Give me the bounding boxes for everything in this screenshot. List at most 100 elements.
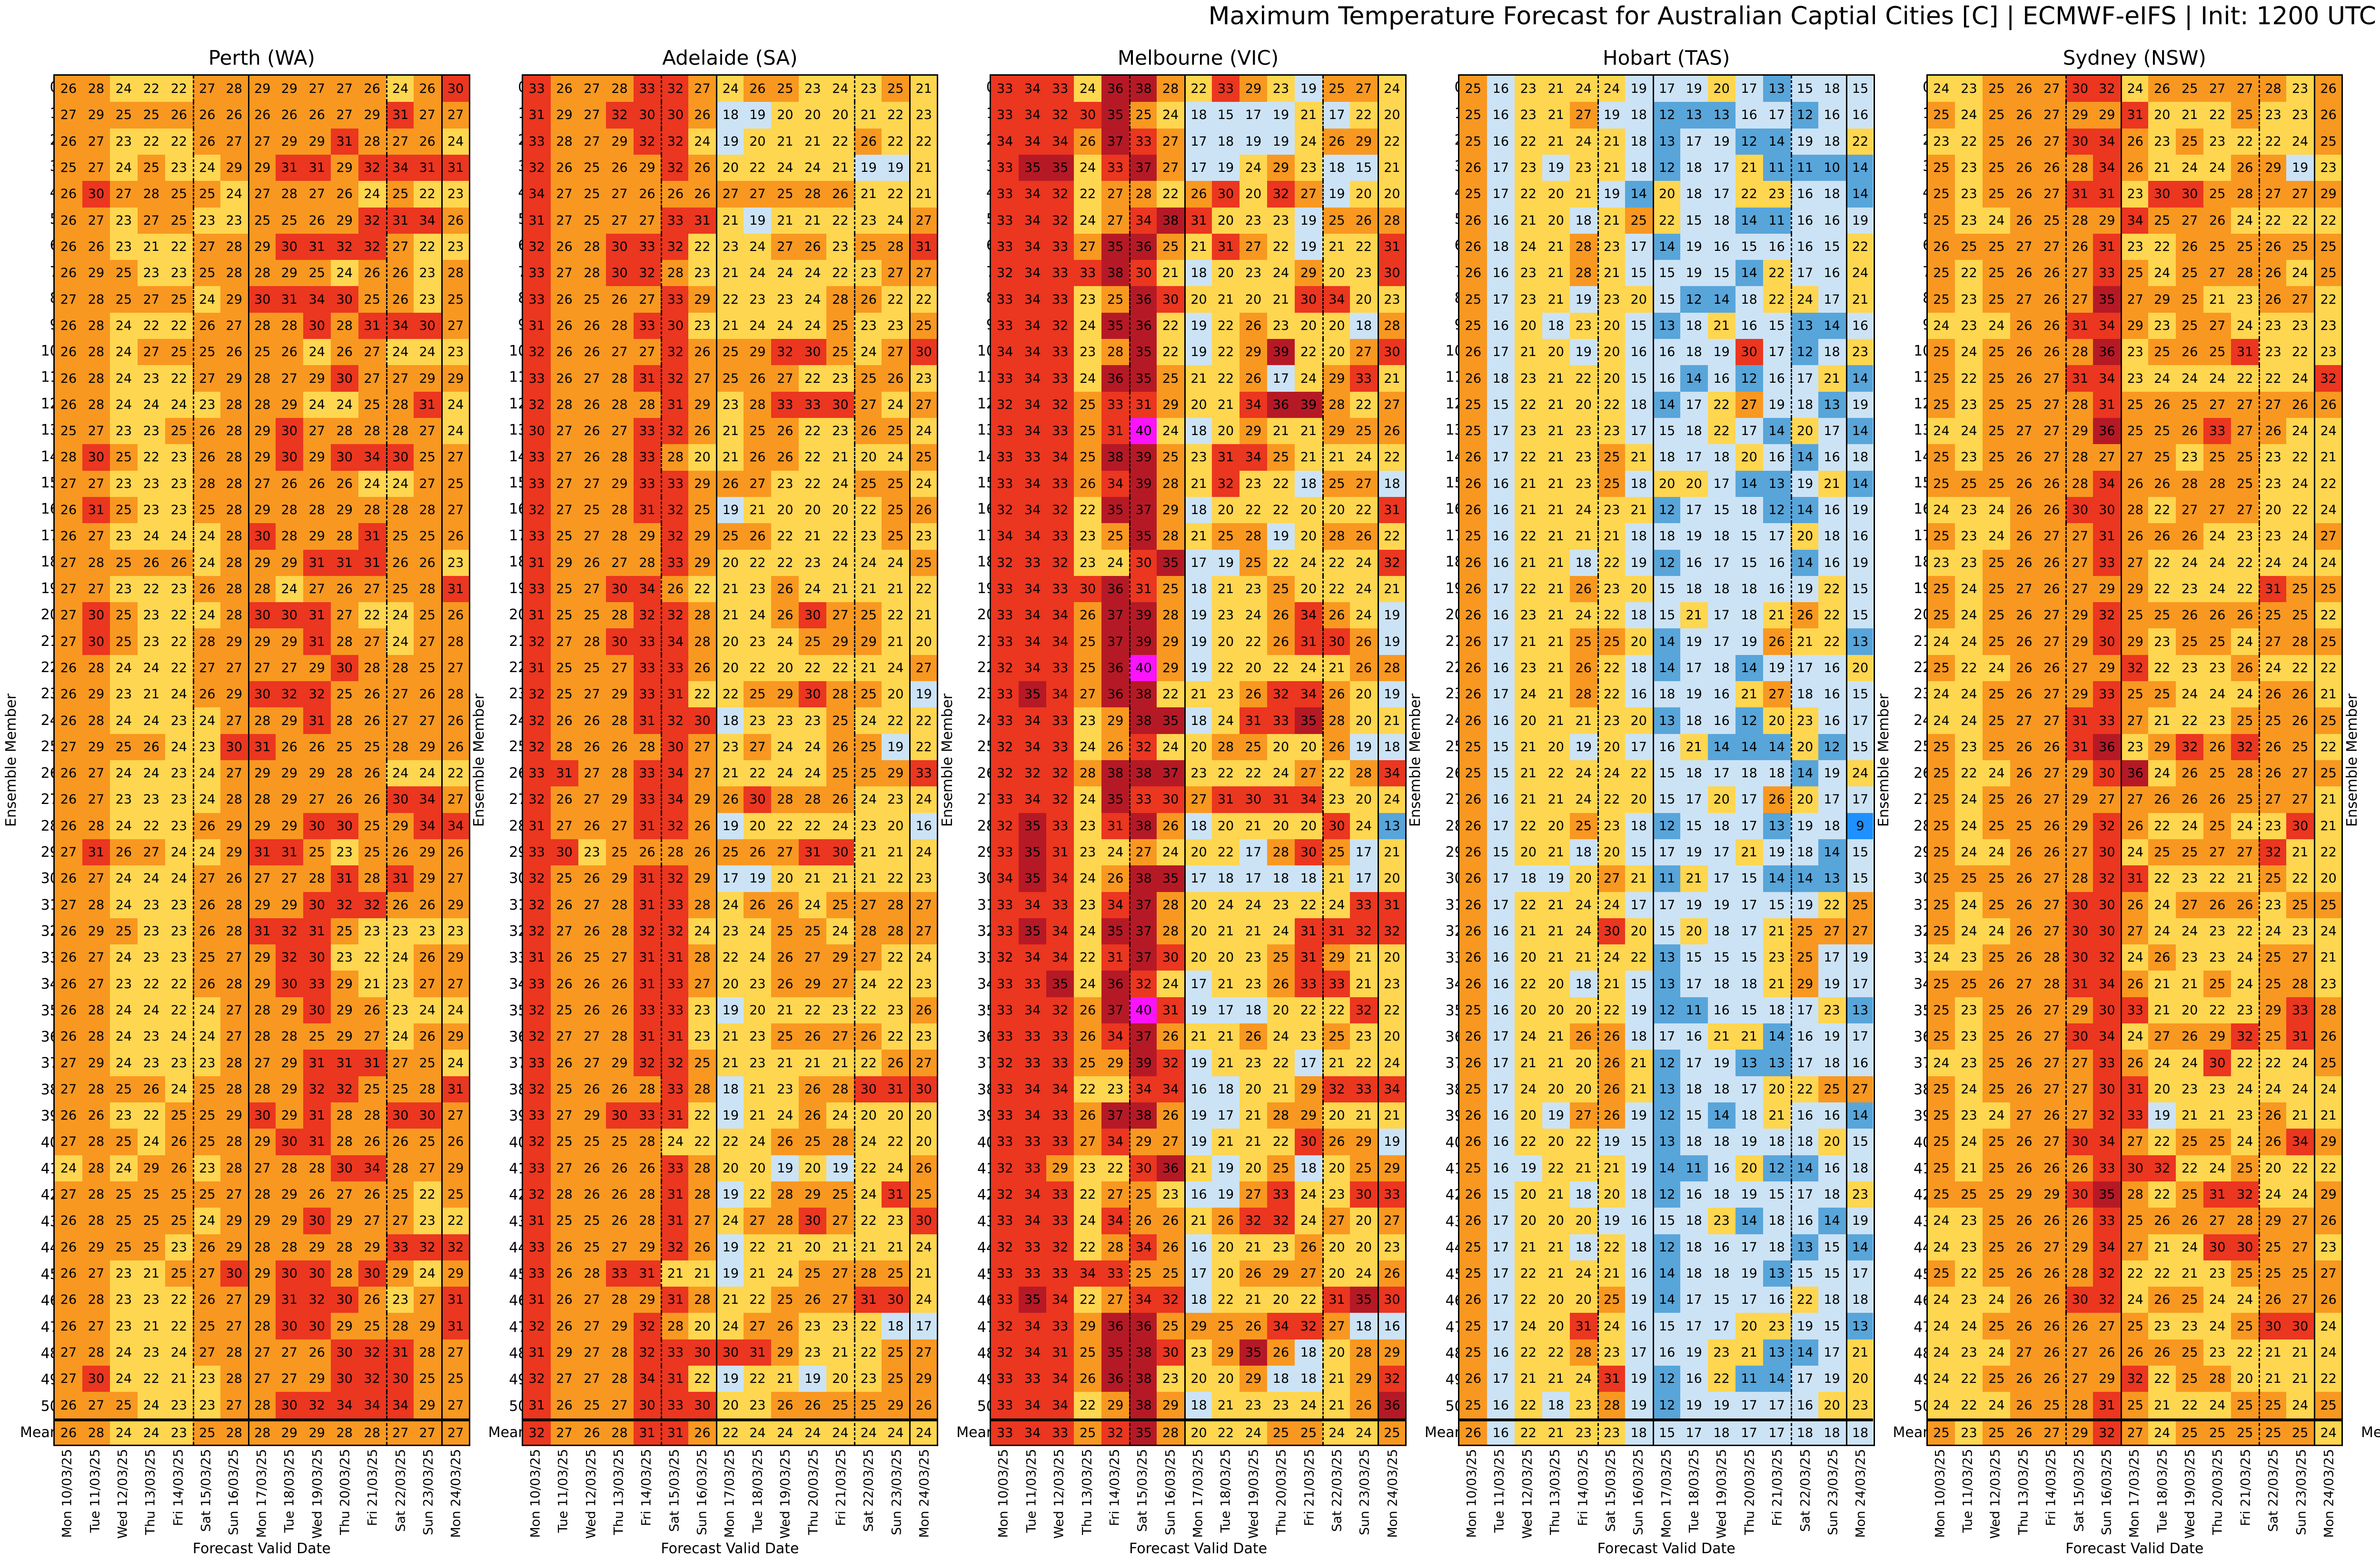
heatmap-cell: 17 [1763, 102, 1791, 129]
heatmap-cell: 24 [386, 628, 414, 655]
heatmap-cell: 13 [1377, 813, 1405, 839]
y-tick: 19 [2361, 575, 2380, 602]
heatmap-cell: 28 [220, 575, 248, 603]
heatmap-cell: 27 [605, 813, 634, 839]
heatmap-cell: 28 [550, 128, 578, 155]
heatmap-cell: 28 [688, 1155, 716, 1181]
heatmap-cell: 17 [1845, 1023, 1874, 1050]
heatmap-mean-cell: 32 [523, 1418, 551, 1445]
heatmap-cell: 21 [854, 865, 882, 892]
heatmap-cell: 24 [2231, 1287, 2259, 1313]
heatmap-cell: 33 [523, 1260, 551, 1287]
heatmap-cell: 28 [1101, 339, 1130, 366]
heatmap-cell: 26 [386, 1129, 414, 1155]
heatmap-cell: 23 [1514, 260, 1542, 287]
heatmap-cell: 24 [109, 707, 138, 734]
y-tick: 20 [2361, 602, 2380, 628]
heatmap-cell: 30 [303, 892, 331, 918]
heatmap-cell: 26 [2010, 918, 2038, 945]
heatmap-cell: 30 [330, 1287, 358, 1313]
heatmap-cell: 25 [771, 76, 799, 102]
heatmap-cell: 23 [1597, 496, 1625, 524]
heatmap-cell: 24 [1955, 1129, 1983, 1155]
heatmap-cell: 29 [413, 865, 441, 892]
heatmap-cell: 22 [1955, 365, 1983, 392]
heatmap-cell: 31 [1377, 892, 1405, 918]
heatmap-cell: 18 [1349, 1313, 1378, 1339]
heatmap-cell: 29 [248, 813, 276, 839]
heatmap-cell: 25 [1625, 207, 1653, 234]
heatmap-cell: 33 [1046, 470, 1074, 497]
heatmap-cell: 25 [2176, 391, 2204, 418]
city-title-hobart-tas: Hobart (TAS) [1603, 46, 1730, 69]
heatmap-cell: 23 [1074, 1155, 1102, 1181]
heatmap-cell: 25 [1157, 233, 1185, 260]
heatmap-cell: 25 [688, 1050, 716, 1076]
heatmap-cell: 25 [165, 339, 193, 366]
heatmap-cell: 26 [688, 1234, 716, 1260]
heatmap-cell: 31 [248, 918, 276, 945]
heatmap-cell: 25 [2038, 207, 2066, 234]
heatmap-cell: 24 [1597, 1313, 1625, 1339]
heatmap-cell: 25 [2286, 575, 2314, 603]
heatmap-cell: 28 [661, 1313, 689, 1339]
heatmap-cell: 28 [2065, 470, 2093, 497]
heatmap-cell: 27 [578, 1339, 606, 1366]
heatmap-cell: 16 [1652, 339, 1680, 366]
heatmap-cell: 23 [1845, 339, 1874, 366]
heatmap-cell: 27 [2038, 681, 2066, 708]
heatmap-cell: 28 [799, 786, 827, 813]
heatmap-cell: 29 [2259, 997, 2287, 1024]
heatmap-cell: 28 [1569, 260, 1597, 287]
heatmap-cell: 33 [633, 997, 661, 1024]
heatmap-cell: 18 [1569, 1234, 1597, 1260]
heatmap-cell: 30 [275, 418, 303, 445]
heatmap-cell: 22 [2259, 365, 2287, 392]
city-title-adelaide-sa: Adelaide (SA) [662, 46, 798, 69]
heatmap-cell: 22 [1157, 312, 1185, 339]
heatmap-cell: 22 [2286, 865, 2314, 892]
heatmap-cell: 24 [1983, 760, 2011, 787]
heatmap-cell: 32 [1157, 1287, 1185, 1313]
heatmap-cell: 24 [1597, 944, 1625, 971]
heatmap-cell: 26 [82, 1102, 110, 1129]
heatmap-cell: 17 [1845, 971, 1874, 997]
heatmap-cell: 25 [771, 1023, 799, 1050]
heatmap-cell: 27 [2038, 602, 2066, 629]
heatmap-cell: 27 [358, 628, 386, 655]
heatmap-cell: 29 [826, 628, 854, 655]
heatmap-cell: 20 [1542, 813, 1570, 839]
heatmap-cell: 24 [1212, 892, 1240, 918]
heatmap-cell: 32 [2093, 944, 2121, 971]
heatmap-cell: 20 [1597, 839, 1625, 866]
heatmap-cell: 29 [1157, 496, 1185, 524]
heatmap-cell: 33 [661, 655, 689, 682]
heatmap-cell: 12 [1652, 997, 1680, 1024]
heatmap-cell: 21 [1294, 102, 1322, 129]
heatmap-cell: 17 [1790, 655, 1818, 682]
heatmap-cell: 27 [2286, 181, 2314, 208]
heatmap-cell: 25 [1597, 1287, 1625, 1313]
heatmap-cell: 26 [1459, 839, 1487, 866]
heatmap-cell: 23 [137, 944, 165, 971]
heatmap-cell: 26 [2010, 496, 2038, 524]
heatmap-cell: 23 [826, 1313, 854, 1339]
heatmap-cell: 30 [1735, 339, 1763, 366]
heatmap-cell: 25 [1927, 813, 1955, 839]
heatmap-cell: 21 [1542, 707, 1570, 734]
heatmap-cell: 19 [1625, 1102, 1653, 1129]
heatmap-cell: 27 [1735, 391, 1763, 418]
heatmap-cell: 28 [1377, 312, 1405, 339]
heatmap-cell: 30 [275, 1313, 303, 1339]
heatmap-cell: 22 [2148, 496, 2176, 524]
heatmap-cell: 33 [661, 207, 689, 234]
heatmap-cell: 22 [1735, 181, 1763, 208]
heatmap-cell: 25 [192, 944, 220, 971]
heatmap-cell: 31 [330, 128, 358, 155]
heatmap-cell: 22 [2148, 865, 2176, 892]
heatmap-cell: 23 [744, 286, 772, 313]
heatmap-cell: 27 [55, 1129, 82, 1155]
heatmap-cell: 24 [2286, 1050, 2314, 1076]
heatmap-cell: 34 [1019, 944, 1047, 971]
heatmap-cell: 16 [1818, 707, 1846, 734]
